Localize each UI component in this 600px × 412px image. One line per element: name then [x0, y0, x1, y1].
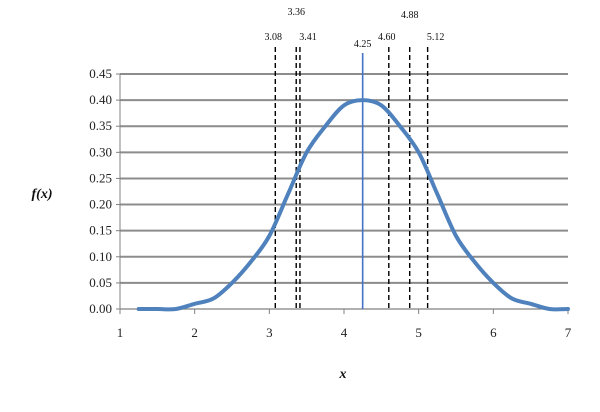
reference-lines: 3.08 3.36 3.41 4.60 4.88 5.12 — [265, 7, 445, 309]
x-tick-label: 3 — [266, 325, 273, 340]
reference-label-3.36: 3.36 — [287, 7, 305, 18]
gridlines — [120, 73, 568, 284]
y-tick-label: 0.00 — [89, 301, 112, 316]
y-tick-label: 0.45 — [89, 66, 112, 81]
y-tick-label: 0.15 — [89, 223, 112, 238]
tick-labels: 0.00 0.05 0.10 0.15 0.20 0.25 0.30 0.35 0.40 0.45… — [89, 66, 572, 340]
reference-label-4.88: 4.88 — [401, 10, 419, 21]
y-tick-label: 0.30 — [89, 144, 112, 159]
y-axis-title: f(x) — [32, 187, 53, 202]
mean-label: 4.25 — [354, 39, 372, 50]
y-tick-label: 0.35 — [89, 118, 112, 133]
y-tick-label: 0.25 — [89, 170, 112, 185]
x-tick-label: 5 — [415, 325, 422, 340]
x-tick-label: 2 — [191, 325, 198, 340]
axes — [116, 73, 569, 314]
reference-label-3.41: 3.41 — [299, 32, 317, 43]
y-tick-label: 0.20 — [89, 197, 112, 212]
x-axis-title: x — [339, 367, 347, 382]
x-tick-label: 4 — [341, 325, 348, 340]
x-tick-label: 6 — [490, 325, 497, 340]
density-curve — [136, 98, 570, 312]
x-tick-label: 7 — [565, 325, 572, 340]
reference-label-4.60: 4.60 — [378, 32, 396, 43]
mean-line-group: 4.25 — [354, 39, 372, 309]
x-tick-label: 1 — [117, 325, 124, 340]
reference-label-3.08: 3.08 — [265, 32, 283, 43]
y-tick-label: 0.40 — [89, 92, 112, 107]
density-curve-group — [136, 98, 570, 312]
y-tick-label: 0.10 — [89, 249, 112, 264]
reference-label-5.12: 5.12 — [427, 32, 445, 43]
y-tick-label: 0.05 — [89, 275, 112, 290]
